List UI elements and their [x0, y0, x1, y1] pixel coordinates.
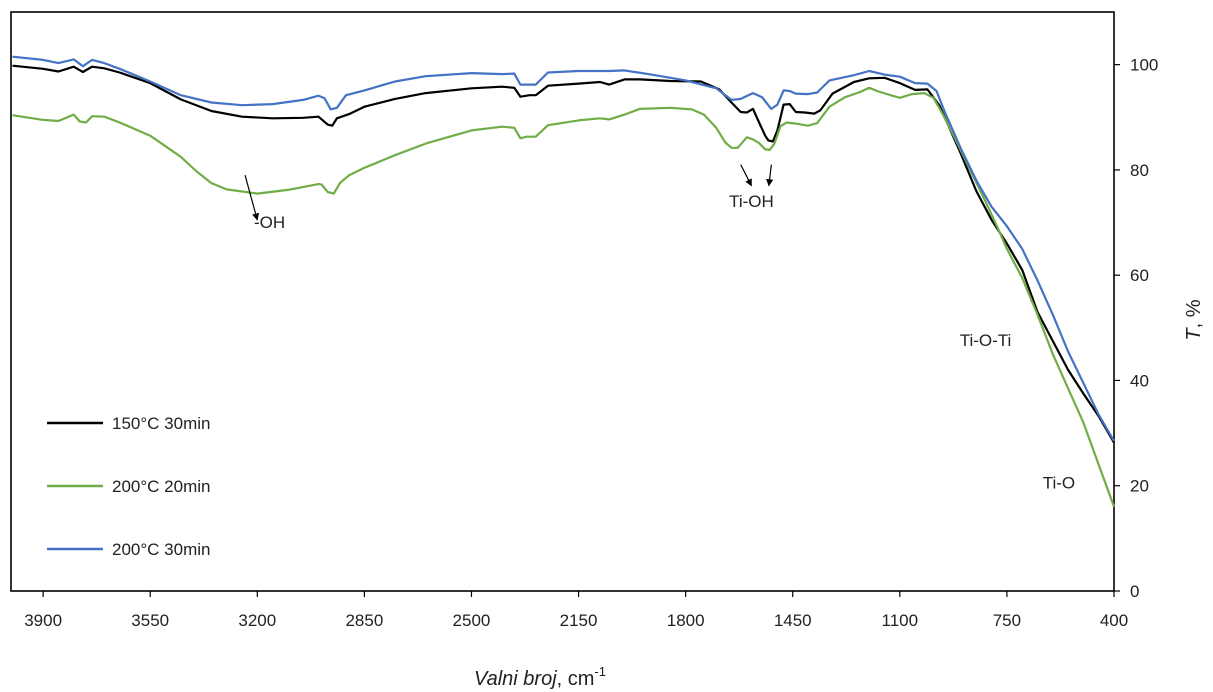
legend-label: 200°C 30min	[112, 540, 210, 559]
annotation-arrow	[766, 164, 774, 187]
x-axis-ticks: 3900 3550 3200 2850 2500 2150 1800 1450 1100 750 4…	[24, 591, 1128, 630]
y-tick-label: 20	[1130, 477, 1149, 496]
x-tick-label: 2150	[560, 611, 598, 630]
y-tick-label: 40	[1130, 371, 1149, 390]
x-tick-label: 3900	[24, 611, 62, 630]
annotations: -OH Ti-OH Ti-O-Ti Ti-O	[244, 164, 1075, 492]
x-axis-title: Valni broj, cm-1	[474, 664, 606, 690]
y-tick-label: 0	[1130, 582, 1139, 601]
x-tick-label: 750	[993, 611, 1021, 630]
annotation-label: Ti-O-Ti	[960, 331, 1012, 350]
series-line-1	[12, 64, 1115, 444]
x-tick-label: 2500	[453, 611, 491, 630]
x-tick-label: 1800	[667, 611, 705, 630]
x-tick-label: 2850	[345, 611, 383, 630]
annotation-label: -OH	[254, 213, 285, 232]
annotation-label: Ti-O	[1043, 473, 1075, 492]
annotation-label: Ti-OH	[729, 192, 774, 211]
x-tick-label: 3550	[131, 611, 169, 630]
annotation-arrow	[244, 175, 260, 221]
x-tick-label: 400	[1100, 611, 1128, 630]
x-tick-label: 1450	[774, 611, 812, 630]
y-tick-label: 60	[1130, 266, 1149, 285]
y-axis-ticks: 0 20 40 60 80 100	[1114, 56, 1158, 601]
x-tick-label: 1100	[882, 611, 919, 630]
x-tick-label: 3200	[238, 611, 276, 630]
legend-label: 200°C 20min	[112, 477, 210, 496]
y-tick-label: 100	[1130, 56, 1158, 75]
plot-area-frame	[10, 11, 1115, 592]
y-axis-title: T, %	[1183, 299, 1205, 340]
series-layer	[12, 55, 1116, 508]
y-tick-label: 80	[1130, 161, 1149, 180]
series-line-2	[12, 86, 1116, 508]
series-line-3	[12, 55, 1115, 442]
legend-label: 150°C 30min	[112, 414, 210, 433]
legend: 150°C 30min 200°C 20min 200°C 30min	[47, 414, 210, 559]
annotation-arrow	[740, 164, 752, 187]
